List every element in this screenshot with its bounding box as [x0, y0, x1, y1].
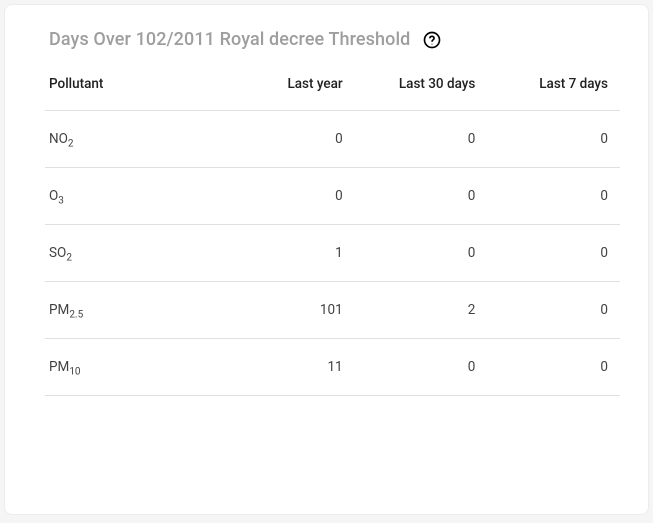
- col-header-last-year: Last year: [222, 58, 355, 111]
- col-header-last-7: Last 7 days: [487, 58, 620, 111]
- pollutant-sub: 2: [66, 253, 72, 264]
- cell-last-year: 0: [222, 111, 355, 168]
- cell-last-30: 2: [355, 282, 488, 339]
- pollutant-sub: 2.5: [69, 310, 83, 321]
- col-header-pollutant: Pollutant: [45, 58, 222, 111]
- cell-pollutant: O3: [45, 168, 222, 225]
- table-row: PM2.5 101 2 0: [45, 282, 620, 339]
- cell-last-year: 11: [222, 339, 355, 396]
- table-row: O3 0 0 0: [45, 168, 620, 225]
- table-row: NO2 0 0 0: [45, 111, 620, 168]
- cell-last-7: 0: [487, 225, 620, 282]
- table-row: SO2 1 0 0: [45, 225, 620, 282]
- table-header-row: Pollutant Last year Last 30 days Last 7 …: [45, 58, 620, 111]
- cell-last-30: 0: [355, 225, 488, 282]
- table-body: NO2 0 0 0 O3 0 0 0 SO2 1 0 0: [45, 111, 620, 396]
- pollutant-base: O: [49, 188, 58, 204]
- pollutant-sub: 10: [69, 367, 80, 378]
- cell-last-7: 0: [487, 282, 620, 339]
- threshold-card: Days Over 102/2011 Royal decree Threshol…: [4, 4, 649, 515]
- pollutant-base: PM: [49, 302, 69, 318]
- col-header-last-30: Last 30 days: [355, 58, 488, 111]
- pollutant-base: PM: [49, 359, 69, 375]
- pollutant-base: NO: [49, 131, 68, 147]
- cell-last-30: 0: [355, 111, 488, 168]
- cell-last-year: 1: [222, 225, 355, 282]
- cell-pollutant: SO2: [45, 225, 222, 282]
- cell-pollutant: PM10: [45, 339, 222, 396]
- pollutant-sub: 2: [68, 139, 74, 150]
- card-title: Days Over 102/2011 Royal decree Threshol…: [49, 29, 410, 50]
- cell-last-7: 0: [487, 111, 620, 168]
- cell-last-year: 101: [222, 282, 355, 339]
- pollutant-sub: 3: [58, 196, 64, 207]
- cell-last-year: 0: [222, 168, 355, 225]
- cell-pollutant: PM2.5: [45, 282, 222, 339]
- help-circle-icon[interactable]: [422, 30, 442, 50]
- cell-last-30: 0: [355, 168, 488, 225]
- cell-last-30: 0: [355, 339, 488, 396]
- table-row: PM10 11 0 0: [45, 339, 620, 396]
- cell-last-7: 0: [487, 339, 620, 396]
- card-header: Days Over 102/2011 Royal decree Threshol…: [49, 29, 620, 50]
- cell-last-7: 0: [487, 168, 620, 225]
- pollutant-base: SO: [49, 245, 66, 261]
- cell-pollutant: NO2: [45, 111, 222, 168]
- threshold-table: Pollutant Last year Last 30 days Last 7 …: [45, 58, 620, 396]
